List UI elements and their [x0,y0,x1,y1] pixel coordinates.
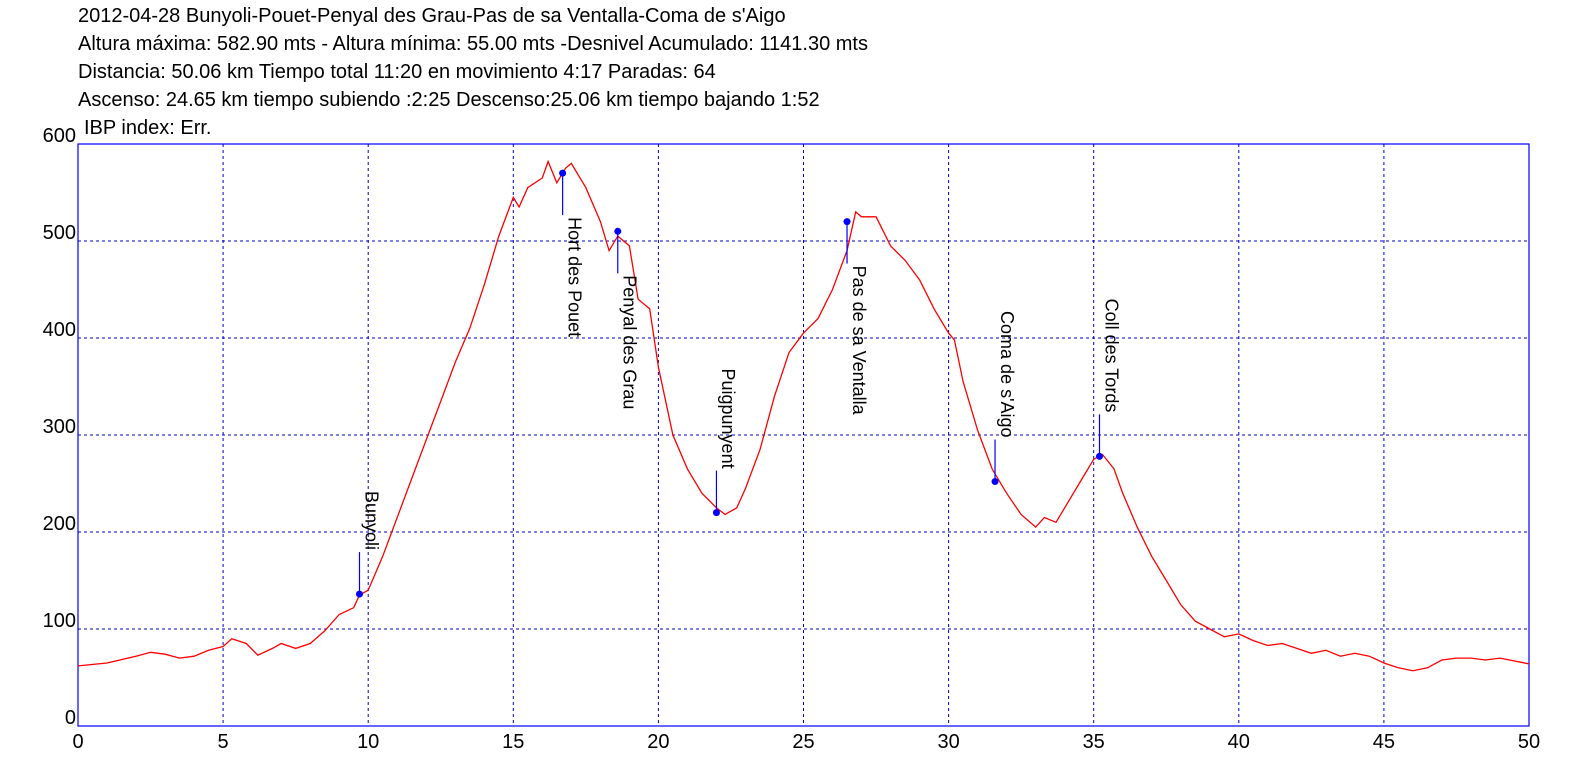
waypoint [355,590,363,598]
waypoint [712,509,720,517]
x-tick-label: 15 [502,731,524,753]
x-tick-label: 20 [647,731,669,753]
waypoint [1096,452,1104,460]
x-tick-label: 50 [1518,731,1540,753]
subtitle: IBP index: Err. [84,117,211,139]
x-tick-label: 0 [72,731,83,753]
waypoint-label: Bunyoli [361,491,381,550]
y-tick-label: 500 [43,222,76,244]
plot-border [77,143,1530,727]
waypoint-label: Hort des Pouet [564,217,584,337]
waypoint-label: Coll des Tords [1101,299,1121,413]
y-tick-label: 400 [43,319,76,341]
waypoint-label: Coma de s'Aigo [997,311,1017,438]
y-tick-label: 0 [65,707,76,729]
x-tick-label: 10 [357,731,379,753]
y-tick-label: 100 [43,610,76,632]
subtitle: Altura máxima: 582.90 mts - Altura mínim… [78,33,868,55]
elevation-line [77,159,1530,672]
x-tick-label: 40 [1228,731,1250,753]
x-tick-label: 35 [1083,731,1105,753]
y-tick-label: 600 [43,125,76,147]
waypoint-label: Pas de sa Ventalla [849,266,869,416]
x-tick-label: 25 [792,731,814,753]
x-tick-label: 5 [218,731,229,753]
y-tick-label: 200 [43,513,76,535]
subtitle: Ascenso: 24.65 km tiempo subiendo :2:25 … [78,89,820,111]
subtitle: Distancia: 50.06 km Tiempo total 11:20 e… [78,61,716,83]
waypoint-label: Penyal des Grau [620,275,640,409]
waypoint [843,218,851,226]
y-tick-label: 300 [43,416,76,438]
waypoint-label: Puigpunyent [718,369,738,469]
x-tick-label: 45 [1373,731,1395,753]
waypoint [559,169,567,177]
waypoint [614,227,622,235]
chart-title: 2012-04-28 Bunyoli-Pouet-Penyal des Grau… [78,5,786,27]
x-tick-label: 30 [937,731,959,753]
waypoint [991,478,999,486]
